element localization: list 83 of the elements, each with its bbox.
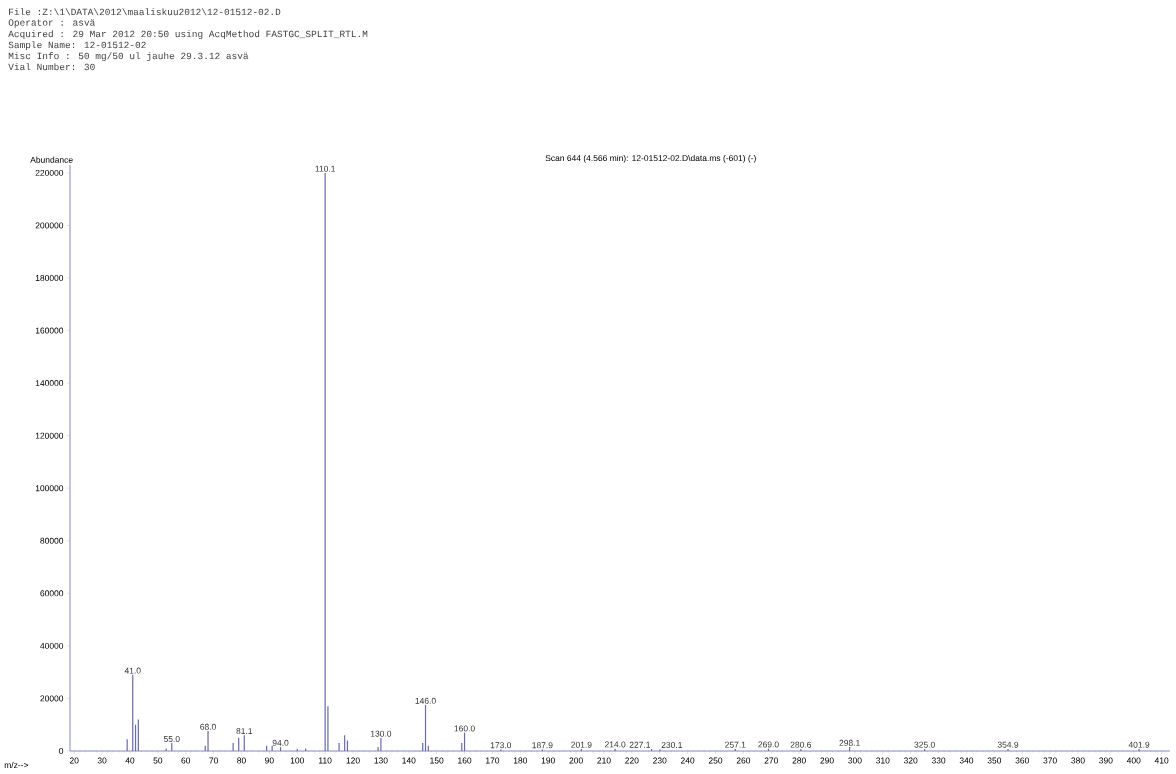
x-tick-label: 100 (290, 757, 304, 764)
x-tick-label: 180 (513, 757, 528, 764)
x-tick-label: 70 (209, 757, 218, 764)
annotation: 298.1 (839, 739, 860, 746)
x-tick-label: 150 (430, 757, 444, 764)
x-tick-label: 310 (876, 757, 890, 764)
x-tick-label: 250 (708, 757, 723, 764)
annotation: 55.0 (163, 735, 180, 742)
y-tick-label: 140000 (35, 380, 64, 387)
annotation: 187.9 (532, 742, 553, 749)
x-tick-label: 390 (1099, 757, 1113, 764)
x-tick-label: 320 (903, 757, 918, 764)
x-axis-title: m/z--> (4, 761, 29, 769)
x-tick-label: 190 (541, 757, 555, 764)
x-tick-label: 80 (237, 757, 246, 764)
x-tick-label: 20 (69, 757, 79, 764)
y-tick-label: 80000 (40, 537, 64, 544)
x-tick-label: 210 (597, 757, 611, 764)
x-tick-label: 370 (1043, 757, 1057, 764)
annotation: 68.0 (200, 723, 216, 730)
x-tick-label: 140 (402, 757, 416, 764)
y-tick-label: 180000 (35, 275, 64, 281)
annotation: 173.0 (490, 742, 512, 749)
x-tick-label: 110 (319, 757, 332, 764)
x-tick-label: 340 (959, 757, 974, 764)
annotation: 160.0 (454, 725, 475, 732)
annotation: 201.9 (571, 741, 592, 748)
x-tick-label: 380 (1071, 757, 1085, 764)
y-tick-label: 160000 (35, 327, 64, 334)
text: File :Z:\1\DATA\2012\maaliskuu2012\12-01512-02.D (9, 8, 281, 16)
x-tick-label: 160 (458, 757, 472, 764)
x-tick-label: 200 (569, 757, 583, 764)
x-tick-label: 290 (820, 757, 834, 764)
chart-title: Scan 644 (4.566 min): 12-01512-02.D\data.ms (-601) (-) (545, 154, 756, 163)
text: Vial Number: 30 (8, 63, 95, 71)
text: Operator : asvä (8, 19, 95, 28)
x-tick-label: 300 (848, 757, 862, 764)
x-tick-label: 410 (1154, 757, 1169, 764)
x-tick-label: 360 (1015, 757, 1029, 764)
annotation: 257.1 (725, 741, 746, 748)
x-tick-label: 220 (625, 757, 639, 764)
x-tick-label: 50 (153, 757, 163, 764)
text: Acquired : 29 Mar 2012 20:50 using AcqMethod FASTGC_SPLIT_RTL.M (8, 30, 368, 40)
annotation: 146.0 (415, 697, 436, 704)
annotation: 227.1 (629, 741, 651, 748)
y-tick-label: 20000 (40, 695, 64, 702)
x-tick-label: 270 (764, 757, 778, 764)
x-tick-label: 40 (125, 757, 135, 764)
annotation: 280.6 (790, 741, 812, 748)
x-tick-label: 240 (680, 757, 695, 764)
annotation: 41.0 (124, 667, 141, 674)
annotation: 94.0 (272, 739, 289, 746)
annotation: 110.1 (315, 165, 336, 172)
x-tick-label: 170 (486, 757, 500, 764)
x-tick-label: 230 (653, 757, 667, 764)
text: Misc Info : 50 mg/50 ul jauhe 29.3.12 asvä (8, 52, 249, 62)
y-tick-label: 220000 (35, 169, 64, 176)
annotation: 130.0 (370, 730, 392, 737)
y-tick-label: 120000 (35, 432, 64, 439)
x-tick-label: 400 (1126, 757, 1141, 764)
y-tick-label: 100000 (35, 485, 64, 492)
annotation: 401.9 (1128, 741, 1150, 748)
x-tick-label: 90 (265, 757, 274, 764)
annotation: 214.0 (604, 741, 626, 748)
annotation: 269.0 (758, 741, 779, 748)
x-tick-label: 280 (792, 757, 806, 764)
y-tick-label: 40000 (40, 642, 64, 649)
x-tick-label: 120 (346, 757, 360, 764)
y-axis-title: Abundance (30, 156, 73, 163)
y-tick-label: 0 (59, 748, 64, 754)
x-tick-label: 260 (736, 757, 751, 764)
annotation: 81.1 (236, 728, 253, 735)
x-tick-label: 350 (987, 757, 1002, 764)
y-tick-label: 200000 (35, 222, 64, 229)
y-tick-label: 60000 (40, 590, 64, 597)
x-tick-label: 60 (181, 757, 191, 764)
annotation: 230.1 (661, 741, 682, 748)
annotation: 325.0 (914, 741, 935, 748)
text: Sample Name: 12-01512-02 (8, 41, 146, 51)
x-tick-label: 30 (97, 757, 107, 764)
x-tick-label: 130 (374, 757, 388, 764)
x-tick-label: 330 (931, 757, 946, 764)
annotation: 354.9 (997, 741, 1019, 748)
